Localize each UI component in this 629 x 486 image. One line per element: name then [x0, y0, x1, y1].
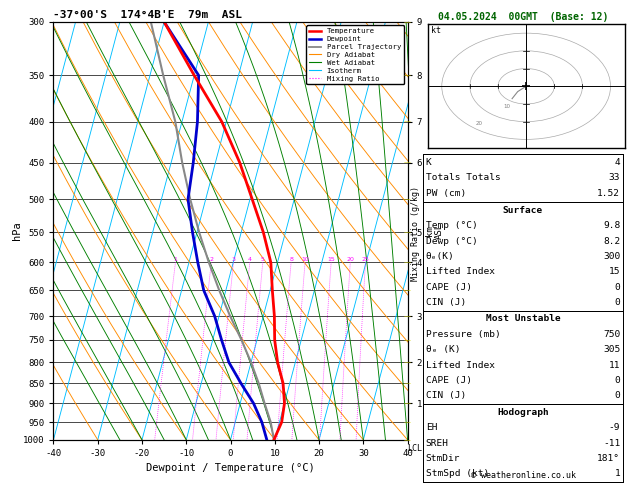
Text: 0: 0 [615, 376, 620, 385]
Text: 0: 0 [615, 391, 620, 400]
Text: -11: -11 [603, 438, 620, 448]
Text: 11: 11 [609, 361, 620, 370]
Text: 10: 10 [504, 104, 511, 108]
Text: 9.8: 9.8 [603, 221, 620, 230]
Text: 300: 300 [603, 252, 620, 261]
Text: Dewp (°C): Dewp (°C) [426, 237, 477, 246]
Text: Mixing Ratio (g/kg): Mixing Ratio (g/kg) [411, 186, 420, 281]
Text: 04.05.2024  00GMT  (Base: 12): 04.05.2024 00GMT (Base: 12) [438, 12, 608, 22]
Text: 2: 2 [209, 258, 213, 262]
Text: 1: 1 [174, 258, 177, 262]
Text: Hodograph: Hodograph [497, 407, 549, 417]
Text: K: K [426, 158, 431, 167]
Text: SREH: SREH [426, 438, 449, 448]
Text: StmSpd (kt): StmSpd (kt) [426, 469, 489, 478]
Text: Totals Totals: Totals Totals [426, 174, 501, 183]
Text: θₑ (K): θₑ (K) [426, 345, 460, 354]
Text: —: — [403, 260, 411, 265]
Text: kt: kt [430, 26, 440, 35]
Text: Surface: Surface [503, 206, 543, 215]
Text: 20: 20 [476, 121, 482, 126]
Text: —: — [403, 19, 411, 25]
Text: CIN (J): CIN (J) [426, 391, 466, 400]
Text: 1: 1 [615, 469, 620, 478]
Text: Most Unstable: Most Unstable [486, 314, 560, 323]
Legend: Temperature, Dewpoint, Parcel Trajectory, Dry Adiabat, Wet Adiabat, Isotherm, Mi: Temperature, Dewpoint, Parcel Trajectory… [306, 25, 404, 85]
Text: LCL: LCL [408, 444, 423, 453]
Text: —: — [403, 287, 411, 293]
Text: —: — [403, 337, 411, 343]
Text: 33: 33 [609, 174, 620, 183]
Text: —: — [403, 381, 411, 386]
Text: 15: 15 [609, 267, 620, 277]
Text: 4: 4 [248, 258, 252, 262]
Text: 1.52: 1.52 [597, 189, 620, 198]
Text: 750: 750 [603, 330, 620, 339]
Text: —: — [403, 229, 411, 235]
Text: 20: 20 [347, 258, 354, 262]
Text: —: — [403, 196, 411, 202]
Text: —: — [403, 72, 411, 78]
Text: EH: EH [426, 423, 437, 433]
Text: CIN (J): CIN (J) [426, 298, 466, 307]
Text: —: — [403, 419, 411, 425]
Text: 8.2: 8.2 [603, 237, 620, 246]
Text: Temp (°C): Temp (°C) [426, 221, 477, 230]
Y-axis label: hPa: hPa [11, 222, 21, 240]
Text: Lifted Index: Lifted Index [426, 267, 495, 277]
Text: 8: 8 [289, 258, 293, 262]
Text: —: — [403, 359, 411, 365]
X-axis label: Dewpoint / Temperature (°C): Dewpoint / Temperature (°C) [146, 464, 315, 473]
Text: -37°00'S  174°4B'E  79m  ASL: -37°00'S 174°4B'E 79m ASL [53, 10, 242, 20]
Text: 15: 15 [327, 258, 335, 262]
Text: 305: 305 [603, 345, 620, 354]
Text: 0: 0 [615, 282, 620, 292]
Text: —: — [403, 159, 411, 166]
Text: 5: 5 [261, 258, 265, 262]
Text: 181°: 181° [597, 454, 620, 463]
Y-axis label: km
ASL: km ASL [425, 223, 444, 239]
Text: θₑ(K): θₑ(K) [426, 252, 455, 261]
Text: —: — [403, 313, 411, 319]
Text: CAPE (J): CAPE (J) [426, 282, 472, 292]
Text: —: — [403, 119, 411, 125]
Text: PW (cm): PW (cm) [426, 189, 466, 198]
Text: 0: 0 [615, 298, 620, 307]
Text: CAPE (J): CAPE (J) [426, 376, 472, 385]
Text: 4: 4 [615, 158, 620, 167]
Text: 25: 25 [362, 258, 369, 262]
Text: © weatheronline.co.uk: © weatheronline.co.uk [470, 471, 576, 480]
Text: Lifted Index: Lifted Index [426, 361, 495, 370]
Text: 3: 3 [231, 258, 235, 262]
Text: —: — [403, 400, 411, 406]
Text: —: — [403, 437, 411, 443]
Text: -9: -9 [609, 423, 620, 433]
Text: 10: 10 [301, 258, 309, 262]
Text: Pressure (mb): Pressure (mb) [426, 330, 501, 339]
Text: StmDir: StmDir [426, 454, 460, 463]
